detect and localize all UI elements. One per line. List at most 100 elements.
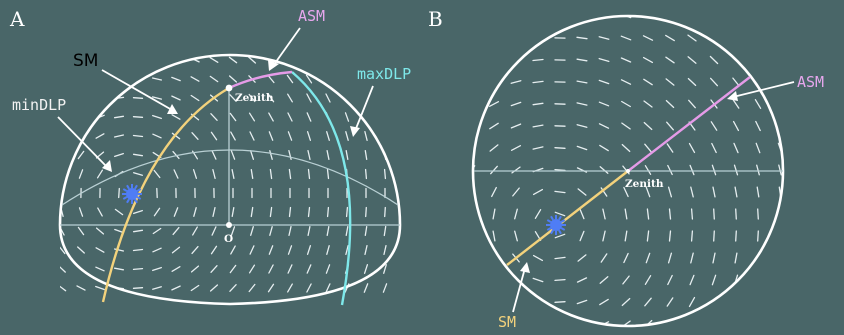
polarization-dash — [532, 80, 544, 84]
polarization-dash — [667, 274, 673, 286]
polarization-dash — [305, 74, 313, 84]
polarization-dash — [755, 120, 761, 132]
polarization-dash — [382, 283, 388, 293]
polarization-dash — [132, 287, 144, 289]
polarization-dash — [326, 245, 330, 255]
solar-meridian-line — [506, 170, 629, 266]
polarization-dash — [599, 144, 609, 152]
polarization-dash — [345, 225, 349, 237]
polarization-dash — [364, 168, 368, 180]
polarization-dash — [666, 121, 674, 131]
polarization-dash — [152, 114, 162, 120]
polarization-dash — [489, 144, 499, 152]
polarization-dash — [473, 57, 478, 63]
polarization-dash — [576, 80, 588, 84]
polarization-dash — [192, 226, 198, 236]
polarization-dash — [666, 143, 674, 153]
polarization-dash — [576, 145, 588, 151]
polarization-dash — [731, 33, 741, 43]
polarization-dash — [735, 230, 737, 242]
polarization-dash — [268, 131, 274, 141]
polarization-dash — [325, 283, 331, 293]
polarization-dash — [77, 246, 85, 254]
polarization-dash — [173, 207, 179, 217]
polarization-dash — [307, 225, 311, 237]
polarization-dash — [733, 142, 739, 154]
polarization-dash — [211, 226, 217, 236]
polarization-dash — [60, 57, 67, 63]
polarization-dash — [620, 79, 632, 85]
polarization-dash — [732, 77, 740, 87]
polarization-dash — [598, 57, 610, 63]
polarization-dash — [132, 267, 144, 271]
polarization-dash — [306, 283, 312, 293]
polarization-dash — [666, 297, 674, 307]
polarization-dash — [113, 134, 125, 138]
polarization-dash — [621, 297, 631, 307]
polarization-dash — [733, 164, 739, 176]
polarization-dash — [602, 208, 606, 220]
polarization-dash — [60, 284, 67, 292]
polarization-dash — [345, 206, 349, 218]
polarization-dash — [286, 74, 294, 84]
polarization-dash — [690, 186, 694, 198]
polarization-dash — [384, 206, 386, 218]
polarization-dash — [642, 56, 654, 64]
polarization-dash — [152, 286, 162, 290]
polarization-dash — [576, 299, 588, 305]
anti-solar-meridian-curve — [228, 70, 293, 90]
polarization-dash — [532, 36, 544, 40]
zenith-point — [225, 84, 233, 92]
polarization-dash — [76, 113, 86, 121]
polarization-dash — [646, 230, 650, 242]
polarization-dash — [532, 58, 544, 62]
sun-ray — [136, 196, 142, 200]
polarization-dash — [576, 16, 588, 18]
polarization-dash — [735, 208, 737, 220]
polarization-dash — [60, 76, 67, 82]
polarization-dash — [600, 253, 608, 263]
polarization-dash — [133, 209, 143, 215]
polarization-dash — [132, 229, 144, 233]
polarization-dash — [473, 35, 478, 41]
sm-label-b: SM — [498, 313, 516, 331]
polarization-dash — [689, 164, 695, 176]
polarization-dash — [755, 318, 761, 326]
polarization-dash — [382, 55, 388, 65]
polarization-dash — [306, 264, 312, 274]
polarization-dash — [473, 16, 478, 19]
polarization-dash — [250, 226, 254, 236]
polarization-dash — [602, 230, 606, 242]
polarization-dash — [473, 208, 474, 220]
polarization-dash — [756, 164, 760, 176]
polarization-dash — [287, 131, 293, 141]
polarization-dash — [288, 149, 292, 161]
polarization-dash — [78, 207, 84, 217]
polarization-dash — [688, 142, 696, 154]
polarization-dash — [78, 169, 84, 179]
polarization-dash — [643, 100, 653, 108]
polarization-dash — [645, 186, 651, 198]
polarization-dash — [688, 319, 696, 326]
polarization-dash — [667, 186, 673, 198]
asm-label-a: ASM — [298, 7, 325, 25]
polarization-dash — [713, 208, 715, 220]
polarization-dash — [534, 209, 542, 219]
polarization-dash — [490, 165, 498, 175]
polarization-dash — [209, 75, 219, 83]
polarization-dash — [95, 247, 105, 253]
polarization-dash — [709, 55, 719, 65]
polarization-dash — [668, 208, 672, 220]
polarization-dash — [510, 101, 522, 107]
polarization-dash — [667, 164, 673, 176]
polarization-dash — [383, 112, 387, 122]
polarization-dash — [710, 319, 718, 326]
polarization-dash — [510, 80, 522, 84]
sun-ray — [546, 227, 552, 231]
polarization-dash — [210, 131, 218, 141]
polarization-dash — [579, 230, 585, 242]
polarization-dash — [489, 320, 499, 326]
polarization-dash — [249, 245, 255, 255]
solar-meridian-curve — [101, 86, 230, 303]
